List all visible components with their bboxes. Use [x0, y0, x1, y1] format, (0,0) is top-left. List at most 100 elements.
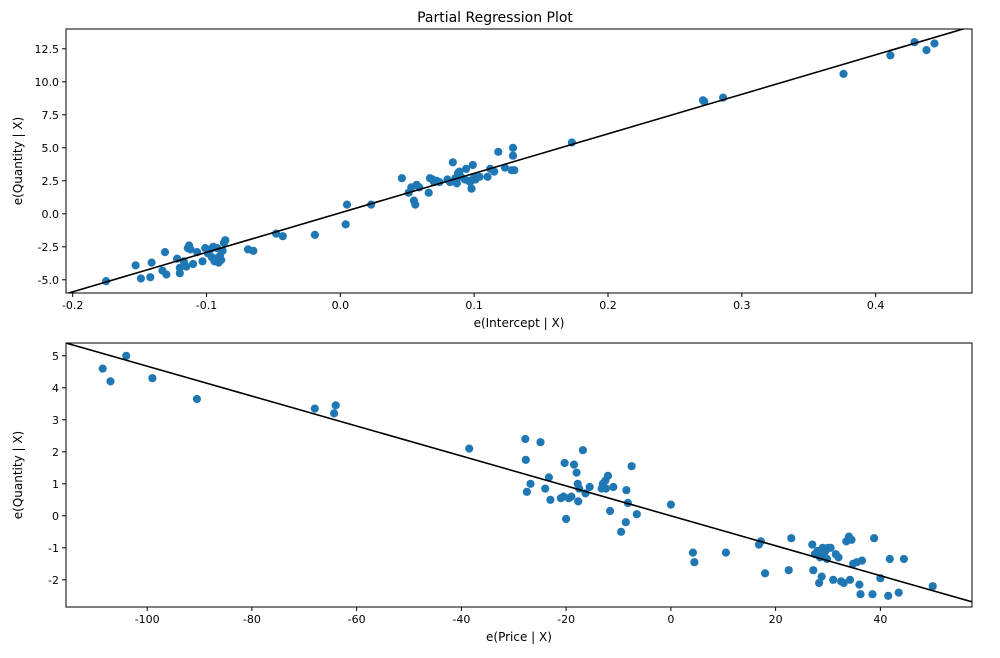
data-point	[278, 232, 287, 241]
data-point	[930, 39, 939, 48]
data-point	[603, 471, 613, 480]
data-point	[870, 534, 879, 543]
x-tick-label: -20	[557, 613, 575, 626]
data-point	[834, 553, 843, 562]
data-point	[621, 518, 630, 527]
data-point	[536, 438, 545, 447]
x-tick-label: -80	[243, 613, 261, 626]
data-point	[868, 590, 877, 599]
data-point	[845, 575, 855, 584]
data-point	[784, 566, 793, 575]
data-point	[467, 184, 476, 193]
x-tick-label: 0	[667, 613, 674, 626]
data-point	[146, 273, 155, 282]
data-point	[221, 236, 230, 245]
y-tick-label: 7.5	[42, 109, 60, 122]
data-point	[160, 248, 170, 257]
y-tick-label: 5.0	[42, 142, 60, 155]
data-point	[617, 527, 626, 536]
y-tick-label: 2	[52, 446, 59, 459]
data-point	[622, 486, 631, 495]
data-point	[884, 591, 893, 600]
data-point	[217, 255, 226, 265]
y-tick-label: 10.0	[35, 76, 60, 89]
data-point	[632, 510, 641, 519]
y-tick-label: 12.5	[35, 43, 60, 56]
axes-frame	[65, 28, 973, 294]
data-point	[856, 590, 865, 599]
data-point	[601, 484, 611, 493]
y-tick-label: 1	[52, 478, 59, 491]
data-point	[198, 257, 207, 266]
data-point	[522, 487, 532, 496]
y-tick-label: 0	[52, 510, 59, 523]
x-tick-label: -0.2	[62, 299, 83, 312]
data-point	[249, 246, 258, 255]
data-point	[106, 377, 115, 386]
data-point	[560, 458, 569, 468]
data-point	[521, 455, 530, 464]
data-point	[541, 484, 550, 493]
figure-title: Partial Regression Plot	[417, 10, 573, 26]
y-tick-label: 3	[52, 414, 59, 427]
x-tick-label: -40	[452, 613, 470, 626]
data-point	[490, 167, 499, 176]
y-tick-label: 4	[52, 382, 59, 395]
x-tick-label: 40	[873, 613, 887, 626]
data-point	[688, 548, 698, 557]
data-point	[468, 160, 477, 170]
data-point	[839, 69, 848, 78]
data-point	[666, 500, 676, 509]
data-point	[815, 578, 824, 588]
data-point	[131, 261, 140, 270]
data-point	[465, 444, 474, 453]
y-tick-label: -5.0	[38, 274, 59, 287]
data-point	[585, 482, 594, 492]
data-point	[826, 543, 835, 552]
x-tick-label: 20	[769, 613, 783, 626]
data-point	[148, 374, 157, 383]
data-point	[483, 172, 492, 181]
regression-fit-line	[66, 29, 966, 293]
data-point	[182, 262, 191, 271]
x-tick-label: 0.1	[465, 299, 483, 312]
data-point	[508, 151, 518, 160]
x-axis-label: e(Price | X)	[486, 630, 552, 644]
data-point	[397, 174, 406, 183]
data-point	[574, 497, 583, 506]
data-point	[162, 270, 171, 279]
data-point	[521, 434, 530, 444]
data-point	[424, 188, 433, 197]
data-point	[310, 404, 319, 413]
data-point	[342, 200, 352, 209]
data-point	[855, 580, 864, 589]
x-tick-label: -60	[348, 613, 366, 626]
data-point	[189, 259, 198, 269]
y-tick-label: 0.0	[42, 208, 60, 221]
data-point	[899, 554, 909, 564]
data-point	[809, 566, 818, 575]
y-tick-label: 2.5	[42, 175, 60, 188]
data-point	[411, 200, 420, 209]
data-point	[578, 446, 588, 455]
y-tick-label: -2.5	[38, 241, 59, 254]
data-point	[886, 51, 895, 60]
data-point	[700, 97, 709, 106]
data-point	[857, 556, 867, 565]
data-point	[761, 569, 770, 578]
intercept-panel: -0.2 -0.1 0.0 0.1 0.2 0.3 0.4 -5.0 -2.5 0.0 2.5 5.0…	[11, 28, 973, 330]
data-point	[330, 409, 339, 418]
y-tick-label: -1	[48, 542, 59, 555]
data-point	[452, 179, 461, 188]
data-point	[567, 492, 576, 501]
data-point	[175, 263, 184, 272]
x-tick-label: 0.3	[733, 299, 751, 312]
data-point	[192, 394, 201, 404]
data-point	[544, 473, 554, 482]
x-tick-label: -100	[135, 613, 160, 626]
data-point	[147, 258, 156, 267]
data-point	[839, 578, 848, 588]
data-point	[787, 534, 796, 543]
x-tick-label: 0.0	[332, 299, 350, 312]
